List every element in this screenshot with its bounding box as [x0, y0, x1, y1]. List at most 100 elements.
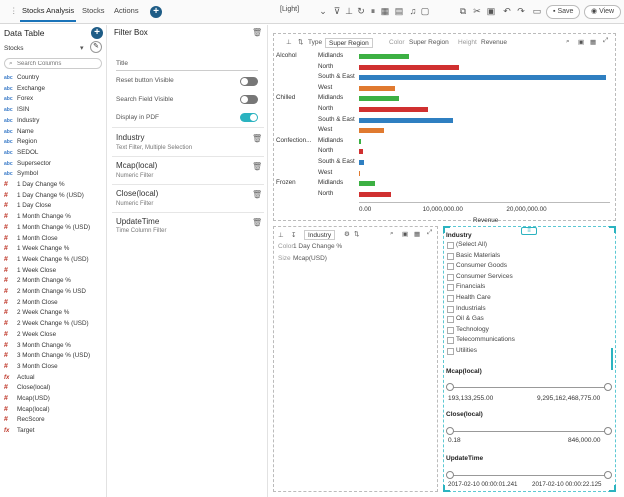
column-item[interactable]: fx Target — [4, 426, 35, 436]
search-icon[interactable]: ⌕ — [566, 38, 570, 45]
column-item[interactable]: abc Region — [4, 137, 37, 147]
bar[interactable] — [359, 54, 410, 59]
mcap-slider-track[interactable] — [450, 387, 608, 388]
sort-icon[interactable]: ⇅ — [354, 231, 360, 238]
column-item[interactable]: #3 Month Change % (USD) — [4, 351, 90, 361]
resize-handle-bottom-left[interactable] — [443, 485, 450, 492]
title-input-line[interactable] — [116, 70, 258, 71]
bar[interactable] — [359, 160, 365, 165]
height-selector[interactable]: Revenue — [481, 39, 508, 46]
add-column-button[interactable]: + — [91, 27, 103, 39]
grid-icon[interactable]: ▦ — [414, 231, 421, 238]
column-item[interactable]: #1 Month Change % — [4, 212, 71, 222]
industry-option-label[interactable]: Industrials — [456, 304, 486, 312]
bar[interactable] — [359, 107, 428, 112]
bar[interactable] — [359, 96, 400, 102]
comment-icon[interactable]: ▭ — [532, 6, 542, 16]
close-slider-min-handle[interactable] — [446, 427, 454, 435]
mcap-slider-max-handle[interactable] — [604, 383, 612, 391]
updatetime-slider-max-handle[interactable] — [604, 471, 612, 479]
bar[interactable] — [359, 85, 395, 91]
column-item[interactable]: abc Industry — [4, 116, 39, 126]
filter-industry-name[interactable]: Industry — [116, 133, 145, 142]
industry-option-label[interactable]: (Select All) — [456, 241, 488, 248]
reset-button-toggle[interactable] — [240, 77, 258, 86]
expand-icon[interactable]: ⤢ — [603, 37, 609, 44]
delete-filter-updatetime-icon[interactable]: 🗑 — [252, 218, 263, 227]
industry-option-label[interactable]: Health Care — [456, 294, 491, 301]
column-item[interactable]: #2 Week Change % — [4, 308, 69, 318]
filter-mcap-name[interactable]: Mcap(local) — [116, 161, 158, 170]
industry-checkbox[interactable] — [447, 295, 454, 302]
column-item[interactable]: #3 Month Change % — [4, 341, 71, 351]
column-item[interactable]: # Mcap(local) — [4, 405, 50, 415]
list-scrollbar[interactable] — [611, 348, 613, 370]
view-button[interactable]: ◉ View — [584, 5, 622, 19]
delete-filter-mcap-icon[interactable]: 🗑 — [252, 162, 263, 171]
color-selector[interactable]: 1 Day Change % — [293, 243, 343, 250]
bar[interactable] — [359, 191, 391, 197]
pin-icon[interactable]: ⊥ — [286, 39, 292, 46]
column-item[interactable]: abc SEDOL — [4, 148, 38, 158]
square-icon[interactable]: ▢ — [420, 6, 430, 16]
column-item[interactable]: abc Forex — [4, 94, 33, 104]
column-item[interactable]: #2 Week Close — [4, 330, 56, 340]
industry-checkbox[interactable] — [447, 348, 454, 355]
tab-stocks[interactable]: Stocks — [82, 6, 105, 15]
size-selector[interactable]: Mcap(USD) — [293, 255, 327, 262]
column-item[interactable]: #1 Month Close — [4, 234, 58, 244]
bar[interactable] — [359, 138, 362, 144]
column-item[interactable]: abc Country — [4, 73, 39, 83]
column-item[interactable]: abc Symbol — [4, 169, 38, 179]
close-slider-track[interactable] — [450, 431, 608, 432]
industry-option-label[interactable]: Consumer Services — [456, 272, 513, 280]
sort-icon[interactable]: ⇅ — [298, 39, 304, 46]
close-slider-max-handle[interactable] — [604, 427, 612, 435]
resize-handle-top-right[interactable] — [609, 226, 616, 233]
add-tab-button[interactable]: + — [150, 6, 162, 18]
tab-stocks-analysis[interactable]: Stocks Analysis — [19, 6, 77, 22]
column-item[interactable]: #2 Week Change % (USD) — [4, 319, 89, 329]
display-in-pdf-toggle[interactable] — [240, 113, 258, 122]
bar[interactable] — [359, 75, 606, 81]
bar[interactable] — [359, 64, 460, 70]
edit-source-icon[interactable]: ✎ — [90, 41, 102, 53]
color-selector[interactable]: Super Region — [409, 39, 449, 46]
table-view-icon[interactable]: ▣ — [578, 39, 585, 46]
bar[interactable] — [359, 128, 385, 134]
industry-option-label[interactable]: Utilities — [456, 347, 477, 354]
drag-handle-icon[interactable]: ≡ — [521, 227, 537, 235]
column-item[interactable]: #1 Week Change % (USD) — [4, 255, 89, 265]
resize-handle-top-left[interactable] — [443, 226, 450, 233]
redo-icon[interactable]: ↷ — [517, 6, 525, 16]
industry-option-label[interactable]: Basic Materials — [456, 251, 501, 259]
column-item[interactable]: fx Actual — [4, 373, 35, 383]
group-by-selector[interactable]: Industry — [304, 230, 336, 240]
filter-close-name[interactable]: Close(local) — [116, 189, 159, 198]
industry-checkbox[interactable] — [447, 316, 454, 324]
table-view-icon[interactable]: ▣ — [402, 231, 409, 238]
industry-option-label[interactable]: Consumer Goods — [456, 262, 507, 270]
industry-checkbox[interactable] — [447, 305, 454, 313]
industry-option-label[interactable]: Technology — [456, 325, 489, 333]
industry-checkbox[interactable] — [447, 242, 454, 249]
column-item[interactable]: #1 Week Change % — [4, 244, 69, 254]
industry-checkbox[interactable] — [447, 337, 454, 345]
copy-icon[interactable]: ⧉ — [459, 6, 467, 16]
grid-icon[interactable]: ▦ — [590, 39, 597, 46]
document-icon[interactable]: ▤ — [394, 6, 404, 16]
column-item[interactable]: #1 Day Change % — [4, 180, 65, 190]
pin-icon[interactable]: ⊥ — [278, 232, 284, 239]
industry-checkbox[interactable] — [447, 284, 454, 292]
cut-icon[interactable]: ✂ — [473, 6, 481, 16]
industry-option-label[interactable]: Financials — [456, 283, 486, 291]
filter-icon[interactable]: ⊽ — [333, 6, 341, 16]
column-item[interactable]: abc Exchange — [4, 84, 45, 94]
column-item[interactable]: abc Name — [4, 127, 34, 137]
bell-icon[interactable]: ♫ — [409, 6, 417, 16]
drill-icon[interactable]: ↧ — [291, 232, 297, 239]
industry-option-label[interactable]: Oil & Gas — [456, 315, 484, 323]
filter-updatetime-name[interactable]: UpdateTime — [116, 217, 160, 226]
search-field-toggle[interactable] — [240, 95, 258, 104]
chevron-down-icon[interactable]: ⌄ — [319, 6, 327, 16]
